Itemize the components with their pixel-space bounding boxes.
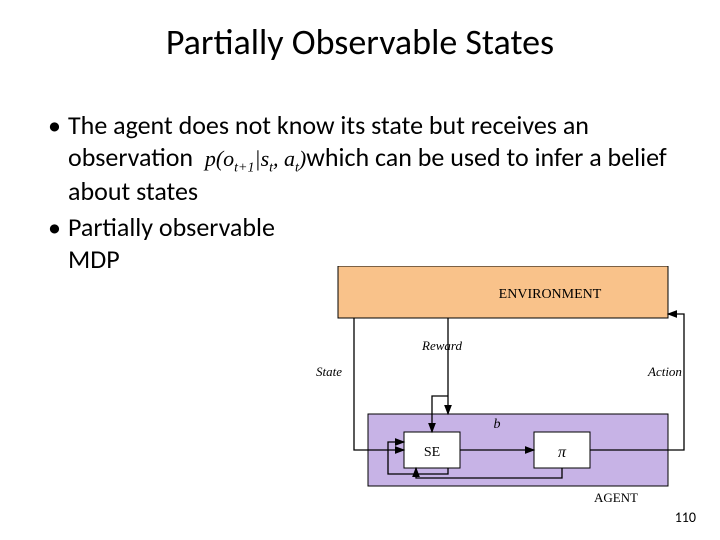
page-number: 110 <box>675 509 696 526</box>
bullet-1: • The agent does not know its state but … <box>48 110 688 208</box>
bullet-2-line-1: Partially observable <box>68 211 275 243</box>
environment-label: ENVIRONMENT <box>499 287 602 302</box>
slide-title: Partially Observable States <box>0 20 720 64</box>
bullet-dot: • <box>48 212 68 275</box>
action-label: Action <box>647 364 682 379</box>
state-label: State <box>316 364 342 379</box>
formula: p(ot+1|st, at) <box>205 146 306 171</box>
agent-label: AGENT <box>594 490 638 505</box>
bullet-text: The agent does not know its state but re… <box>68 110 688 208</box>
pomdp-diagram: ENVIRONMENT AGENT SE π State Reward b A <box>300 266 700 516</box>
bullet-dot: • <box>48 110 68 208</box>
reward-label: Reward <box>421 338 462 353</box>
b-label: b <box>494 417 501 432</box>
se-label: SE <box>424 445 440 460</box>
bullet-list: • The agent does not know its state but … <box>48 110 688 279</box>
bullet-2-line-2: MDP <box>68 243 120 275</box>
pi-label: π <box>558 444 567 461</box>
